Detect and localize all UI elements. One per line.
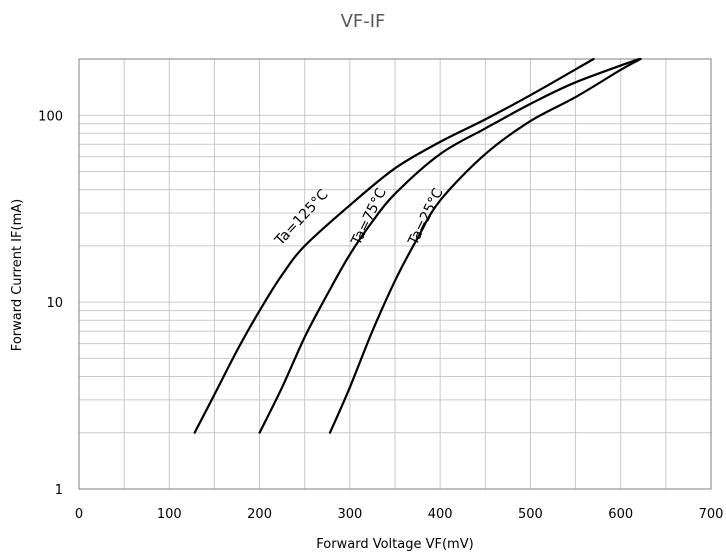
y-axis-label: Forward Current IF(mA): [10, 199, 25, 351]
x-tick-label: 0: [75, 507, 83, 522]
series-labels: Ta=125°C Ta=75°C Ta=25°C: [271, 186, 446, 250]
y-tick-label: 100: [38, 109, 63, 124]
x-tick-label: 200: [247, 507, 272, 522]
x-tick-label: 700: [699, 507, 724, 522]
x-axis-label: Forward Voltage VF(mV): [316, 537, 473, 552]
series-ta-125-line: [193, 57, 595, 434]
x-axis-ticks: 0 100 200 300 400 500 600 700: [75, 507, 724, 522]
y-tick-label: 1: [55, 483, 63, 498]
label-ta-125: Ta=125°C: [271, 186, 331, 249]
x-tick-label: 300: [337, 507, 362, 522]
label-ta-75: Ta=75°C: [348, 186, 390, 249]
plot-frame: [78, 58, 712, 490]
grid: [79, 59, 711, 489]
series-ta-75-line: [258, 57, 640, 434]
x-tick-label: 100: [157, 507, 182, 522]
series-ta-25-line: [328, 57, 642, 434]
x-tick-label: 600: [608, 507, 633, 522]
x-tick-label: 500: [518, 507, 543, 522]
y-axis-ticks: 1 10 100: [38, 109, 63, 498]
chart-title: VF-IF: [341, 11, 386, 32]
x-tick-label: 400: [428, 507, 453, 522]
y-tick-label: 10: [46, 296, 63, 311]
series-curves: [193, 57, 642, 434]
